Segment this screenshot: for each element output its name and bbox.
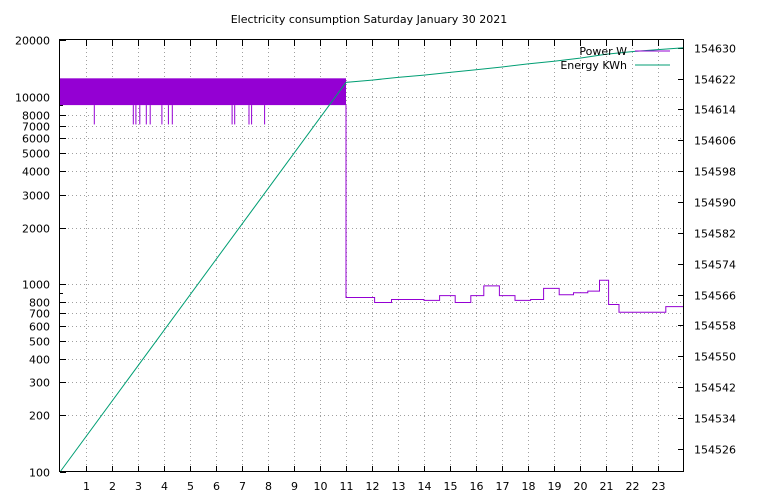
x-tick-label: 7 <box>239 480 246 493</box>
y2-tick-label: 154590 <box>694 197 736 210</box>
plot-area <box>59 47 685 473</box>
x-tick-label: 22 <box>626 480 640 493</box>
power-band <box>60 78 346 106</box>
y2-tick-label: 154606 <box>694 135 736 148</box>
y2-tick-label: 154598 <box>694 166 736 179</box>
x-tick-label: 20 <box>574 480 588 493</box>
y-tick-label: 2000 <box>22 223 50 236</box>
y2-tick-label: 154542 <box>694 382 736 395</box>
energy-series-line <box>59 47 685 473</box>
y-tick-label: 20000 <box>15 35 50 48</box>
y-tick-label: 5000 <box>22 148 50 161</box>
y-tick-label: 4000 <box>22 166 50 179</box>
legend-label: Power W <box>579 45 627 58</box>
x-tick-label: 2 <box>109 480 116 493</box>
y-tick-label: 6000 <box>22 133 50 146</box>
y2-tick-label: 154582 <box>694 228 736 241</box>
y-tick-label: 1000 <box>22 279 50 292</box>
y2-tick-label: 154566 <box>694 290 736 303</box>
y2-tick-label: 154614 <box>694 104 736 117</box>
y2-tick-label: 154622 <box>694 74 736 87</box>
chart-title: Electricity consumption Saturday January… <box>231 13 508 26</box>
y-tick-label: 200 <box>29 410 50 423</box>
y-tick-label: 100 <box>29 467 50 480</box>
power-series-line <box>345 105 684 313</box>
x-tick-label: 12 <box>366 480 380 493</box>
y-tick-label: 300 <box>29 377 50 390</box>
x-tick-label: 9 <box>291 480 298 493</box>
x-tick-label: 14 <box>418 480 432 493</box>
y2-tick-label: 154550 <box>694 351 736 364</box>
x-tick-label: 5 <box>187 480 194 493</box>
x-tick-label: 23 <box>652 480 666 493</box>
x-tick-label: 1 <box>83 480 90 493</box>
x-tick-label: 15 <box>444 480 458 493</box>
y-tick-label: 800 <box>29 297 50 310</box>
y-tick-label: 500 <box>29 336 50 349</box>
x-tick-label: 8 <box>265 480 272 493</box>
x-tick-label: 17 <box>496 480 510 493</box>
y-tick-label: 700 <box>29 308 50 321</box>
x-tick-label: 19 <box>548 480 562 493</box>
y-tick-label: 7000 <box>22 121 50 134</box>
x-tick-label: 10 <box>314 480 328 493</box>
x-tick-label: 18 <box>522 480 536 493</box>
grid <box>60 40 684 472</box>
x-axis: 1 2 3 4 5 6 7 8 9 10 11 12 13 14 15 16 17 18 19 20 21 22 23 <box>83 40 666 493</box>
x-tick-label: 13 <box>392 480 406 493</box>
y-tick-label: 600 <box>29 321 50 334</box>
y-tick-label: 3000 <box>22 190 50 203</box>
y-tick-label: 8000 <box>22 110 50 123</box>
plot-frame <box>59 39 684 472</box>
x-tick-label: 6 <box>213 480 220 493</box>
y-tick-label: 10000 <box>15 92 50 105</box>
y2-tick-label: 154526 <box>694 444 736 457</box>
y2-tick-label: 154534 <box>694 413 736 426</box>
y2-tick-label: 154630 <box>694 43 736 56</box>
x-tick-label: 3 <box>135 480 142 493</box>
y2-tick-label: 154574 <box>694 259 736 272</box>
y-tick-label: 400 <box>29 354 50 367</box>
x-tick-label: 16 <box>470 480 484 493</box>
y2-tick-label: 154558 <box>694 320 736 333</box>
y2-axis: 154526 154534 154542 154550 154558 154566 1545… <box>678 43 736 457</box>
x-tick-label: 21 <box>600 480 614 493</box>
x-tick-label: 11 <box>340 480 354 493</box>
x-tick-label: 4 <box>161 480 168 493</box>
legend-label: Energy KWh <box>560 59 627 72</box>
